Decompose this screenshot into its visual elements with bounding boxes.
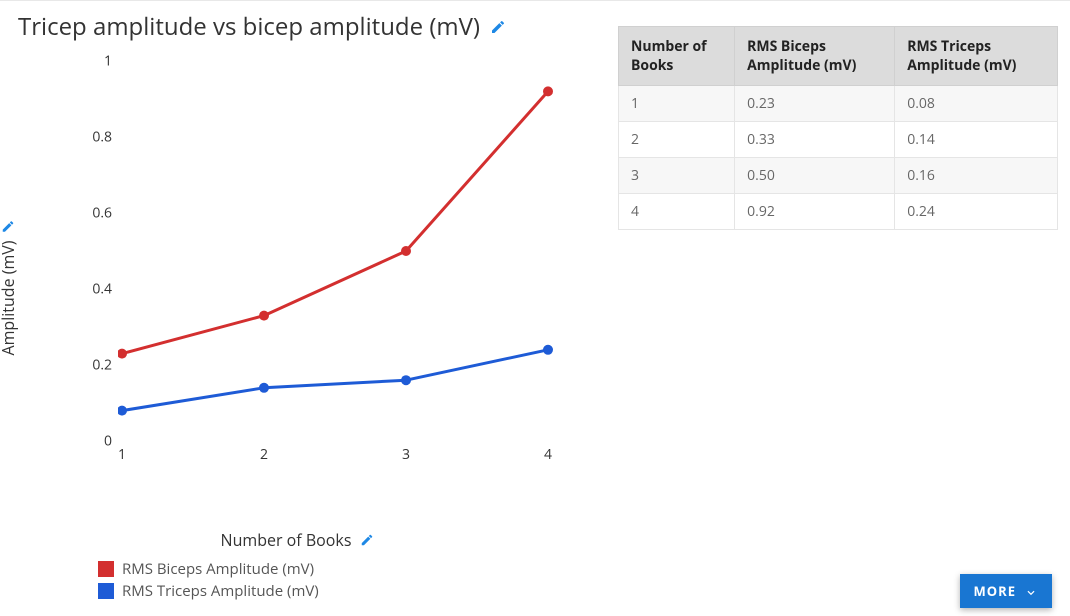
edit-xlabel-pencil-icon[interactable] [359,532,375,548]
legend-swatch [98,583,114,599]
chart-title: Tricep amplitude vs bicep amplitude (mV) [18,10,480,43]
legend: RMS Biceps Amplitude (mV)RMS Triceps Amp… [98,559,578,601]
table-row: 10.230.08 [619,86,1058,122]
arrow-down-icon [1024,584,1038,598]
legend-label: RMS Biceps Amplitude (mV) [122,559,314,579]
x-ticks: 1 2 3 4 [118,445,558,467]
y-tick-label: 0 [104,432,112,451]
legend-item: RMS Biceps Amplitude (mV) [98,559,578,579]
chart-area: Amplitude (mV) 00.20.40.60.81 1234 [18,47,578,527]
legend-item: RMS Triceps Amplitude (mV) [98,581,578,601]
table-cell: 4 [619,194,735,230]
table-header: RMS Biceps Amplitude (mV) [735,27,895,86]
table-cell: 0.92 [735,194,895,230]
x-tick-label: 4 [544,445,552,464]
data-table: Number of BooksRMS Biceps Amplitude (mV)… [618,26,1058,230]
y-tick-label: 0.2 [92,356,112,375]
y-tick-label: 1 [104,52,112,71]
x-tick-label: 1 [118,445,126,464]
edit-ylabel-pencil-icon[interactable] [0,218,16,234]
plot-svg [118,57,558,445]
table-cell: 0.14 [895,122,1058,158]
table-cell: 0.33 [735,122,895,158]
x-tick-label: 2 [260,445,268,464]
legend-swatch [98,561,114,577]
table-header: Number of Books [619,27,735,86]
y-ticks: 00.20.40.60.81 [78,57,118,445]
more-button-label: MORE [974,582,1016,600]
plot-svg-wrap [118,57,558,445]
x-tick-label: 3 [402,445,410,464]
chart-panel: Tricep amplitude vs bicep amplitude (mV)… [18,10,578,603]
x-axis-label: Number of Books [221,529,352,551]
table-panel: Number of BooksRMS Biceps Amplitude (mV)… [618,10,1058,603]
table-cell: 0.08 [895,86,1058,122]
table-cell: 0.23 [735,86,895,122]
table-cell: 0.50 [735,158,895,194]
table-row: 20.330.14 [619,122,1058,158]
y-tick-label: 0.6 [92,204,112,223]
table-row: 30.500.16 [619,158,1058,194]
table-cell: 3 [619,158,735,194]
table-cell: 0.24 [895,194,1058,230]
y-tick-label: 0.8 [92,128,112,147]
table-header: RMS Triceps Amplitude (mV) [895,27,1058,86]
table-cell: 1 [619,86,735,122]
y-axis-label: Amplitude (mV) [0,240,19,355]
top-divider [0,0,1070,1]
table-row: 40.920.24 [619,194,1058,230]
more-button[interactable]: MORE [960,574,1052,608]
table-cell: 0.16 [895,158,1058,194]
table-cell: 2 [619,122,735,158]
y-tick-label: 0.4 [92,280,112,299]
edit-title-pencil-icon[interactable] [490,19,506,35]
legend-label: RMS Triceps Amplitude (mV) [122,581,319,601]
